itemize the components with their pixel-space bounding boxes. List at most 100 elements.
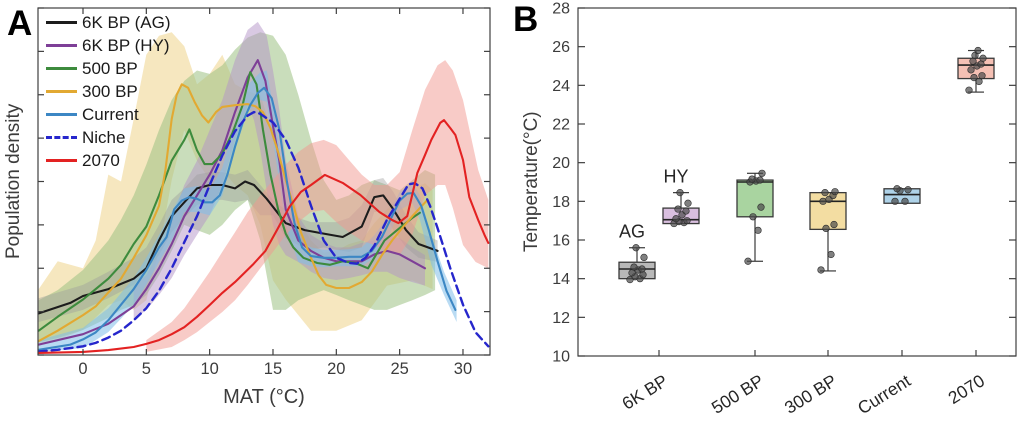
- panel-b-category-label: 300 BP: [781, 370, 840, 417]
- panel-b-letter: B: [513, 0, 539, 39]
- legend-item-1: 6K BP (HY): [46, 34, 171, 57]
- legend-item-3: 300 BP: [46, 80, 171, 103]
- boxplot-6k-bp-hy-: HY: [662, 167, 700, 228]
- data-point: [674, 205, 682, 213]
- data-point: [974, 46, 982, 55]
- data-point: [965, 86, 973, 94]
- boxplot-500-bp: [736, 169, 774, 265]
- data-point: [891, 197, 899, 205]
- panel-a-x-tick-label: 10: [200, 360, 218, 378]
- boxplot-current: [883, 185, 921, 205]
- series-current: [38, 86, 457, 351]
- panel-b-category-label: 6K BP: [618, 370, 671, 413]
- data-point: [827, 250, 835, 259]
- legend-item-2: 500 BP: [46, 57, 171, 80]
- data-point: [975, 77, 983, 86]
- data-point: [821, 189, 829, 197]
- legend-item-5: Niche: [46, 126, 171, 149]
- data-point: [830, 220, 838, 229]
- data-point: [822, 224, 830, 232]
- panel-b-y-tick-label: 10: [552, 349, 570, 366]
- data-point: [901, 197, 909, 205]
- legend-label: 6K BP (AG): [82, 12, 171, 32]
- data-point: [757, 203, 765, 211]
- panel-b-y-tick-label: 16: [552, 233, 570, 250]
- data-point: [682, 207, 690, 215]
- data-point: [758, 169, 766, 177]
- boxplot-6k-bp-ag-: AG: [618, 222, 656, 284]
- boxplot-300-bp: [809, 188, 847, 274]
- boxplot-2070: [957, 46, 995, 94]
- legend-swatch: [46, 159, 77, 162]
- band-current-ci: [38, 70, 457, 352]
- panel-b-y-tick-label: 18: [552, 194, 570, 211]
- panel-a-y-axis-title: Population density: [3, 103, 24, 260]
- data-point: [744, 257, 752, 265]
- legend-swatch: [46, 21, 77, 24]
- legend-label: Current: [82, 104, 139, 124]
- data-point: [893, 185, 901, 193]
- data-point: [639, 271, 647, 279]
- legend-label: Niche: [82, 127, 126, 147]
- panel-b-y-tick-label: 14: [552, 271, 570, 288]
- panel-b-y-axis-title: Temperature(°C): [521, 111, 542, 253]
- series-6k-bp-hy-: [38, 59, 427, 346]
- box-tag-hy: HY: [663, 167, 688, 187]
- panel-a-x-tick-label: 15: [264, 360, 282, 378]
- data-point: [904, 186, 912, 194]
- series-niche: [38, 110, 490, 353]
- legend: 6K BP (AG) 6K BP (HY) 500 BP 300 BP Current N…: [46, 11, 171, 172]
- panel-b-y-tick-label: 22: [552, 117, 570, 134]
- legend-swatch: [46, 90, 77, 93]
- panel-b-category-label: 2070: [945, 370, 989, 408]
- series-300-bp: [38, 83, 429, 343]
- data-point: [970, 73, 978, 82]
- panel-b-y-tick-label: 28: [552, 1, 570, 18]
- panel-b-axes-box: [577, 7, 1017, 357]
- panel-a-x-tick-label: 0: [78, 360, 87, 378]
- data-point: [638, 265, 646, 273]
- panel-a-x-tick-label: 5: [142, 360, 151, 378]
- band-6k-bp-ag-ci: [38, 170, 438, 322]
- panel-b-y-tick-label: 26: [552, 39, 570, 56]
- box-tag-ag: AG: [619, 222, 645, 242]
- panel-a-x-tick-label: 30: [454, 360, 472, 378]
- series-2070: [38, 119, 490, 354]
- data-point: [630, 263, 638, 271]
- panel-a-plot-area: [38, 21, 490, 354]
- data-point: [640, 253, 648, 261]
- legend-label: 500 BP: [82, 58, 138, 78]
- legend-item-4: Current: [46, 103, 171, 126]
- data-point: [967, 66, 975, 74]
- panel-b-category-label: Current: [854, 370, 914, 418]
- panel-a-letter: A: [7, 4, 33, 43]
- panel-b-category-label: 500 BP: [708, 370, 767, 417]
- band-2070-ci: [146, 60, 489, 352]
- data-point: [831, 188, 839, 196]
- data-point: [748, 175, 756, 183]
- data-point: [819, 197, 827, 205]
- legend-label: 300 BP: [82, 81, 138, 101]
- data-point: [817, 266, 825, 274]
- data-point: [672, 215, 680, 223]
- legend-item-6: 2070: [46, 149, 171, 172]
- legend-swatch: [46, 136, 77, 139]
- panel-b-y-tick-label: 20: [552, 155, 570, 172]
- data-point: [749, 213, 757, 221]
- data-point: [754, 226, 762, 234]
- legend-swatch: [46, 67, 77, 70]
- legend-item-0: 6K BP (AG): [46, 11, 171, 34]
- legend-label: 6K BP (HY): [82, 35, 170, 55]
- legend-swatch: [46, 113, 77, 116]
- legend-label: 2070: [82, 150, 120, 170]
- panel-a-x-tick-label: 25: [390, 360, 408, 378]
- series-6k-bp-ag-: [38, 180, 439, 315]
- panel-a-x-axis-title: MAT (°C): [223, 386, 305, 408]
- panel-a-x-tick-label: 20: [327, 360, 345, 378]
- data-point: [684, 199, 692, 207]
- data-point: [676, 189, 684, 197]
- data-point: [756, 176, 764, 184]
- data-point: [979, 54, 987, 62]
